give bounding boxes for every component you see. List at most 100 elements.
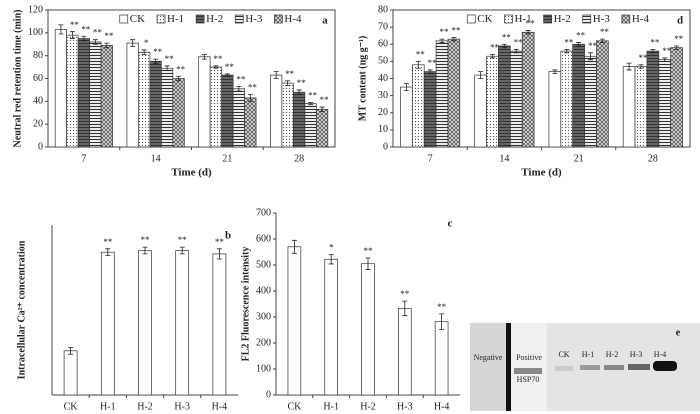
error-bar <box>501 43 507 49</box>
y-tick-label: 0 <box>383 141 388 152</box>
error-bar <box>662 57 668 62</box>
legend-swatch <box>466 14 476 24</box>
significance: ** <box>93 28 103 38</box>
panel-letter: d <box>677 15 683 27</box>
panel-letter: b <box>225 230 231 242</box>
y-tick-label: 70 <box>378 21 388 32</box>
error-bar <box>319 106 325 113</box>
significance: ** <box>600 27 610 37</box>
bar <box>361 263 375 396</box>
bar <box>66 34 79 148</box>
error-bar <box>216 248 222 260</box>
significance: ** <box>320 95 330 105</box>
x-tick-label: 28 <box>294 153 304 164</box>
bar <box>622 66 636 148</box>
y-tick-label: 200 <box>256 337 271 348</box>
bar <box>434 321 449 396</box>
blot-label: Positive <box>516 353 542 362</box>
x-tick-label: 14 <box>151 153 161 164</box>
bar <box>498 45 511 148</box>
bar <box>521 31 535 148</box>
bar <box>209 66 222 148</box>
x-tick-label: H-4 <box>434 401 450 412</box>
y-tick-label: 40 <box>378 73 388 84</box>
x-tick-label: CK <box>287 401 302 412</box>
error-bar <box>92 39 98 45</box>
error-bar <box>179 246 185 255</box>
error-bar <box>478 71 484 79</box>
significance: ** <box>364 246 374 256</box>
error-bar <box>291 239 297 254</box>
bar <box>400 86 413 148</box>
significance: ** <box>400 289 410 299</box>
significance: ** <box>297 78 307 88</box>
error-bar <box>104 42 110 49</box>
y-tick-label: 40 <box>33 96 43 107</box>
bar <box>509 50 523 148</box>
significance: ** <box>165 54 175 64</box>
bar <box>646 50 660 148</box>
error-bar <box>599 38 605 43</box>
significance: ** <box>526 19 536 29</box>
y-tick-label: 0 <box>266 389 271 400</box>
error-bar <box>213 65 219 69</box>
bar <box>423 71 437 148</box>
significance: ** <box>588 41 598 51</box>
significance: ** <box>650 37 660 47</box>
significance: ** <box>564 37 574 47</box>
bar <box>293 91 306 148</box>
bar <box>149 61 162 148</box>
bar <box>324 258 338 396</box>
y-tick-label: 20 <box>378 107 388 118</box>
error-bar <box>588 52 594 61</box>
bar <box>486 55 499 148</box>
significance: ** <box>70 20 80 30</box>
y-tick-label: 10 <box>378 124 388 135</box>
significance: ** <box>440 27 450 37</box>
legend-label: H-1 <box>515 13 532 25</box>
legend-label: H-2 <box>206 13 223 25</box>
significance: ** <box>308 91 318 101</box>
x-tick-label: H-1 <box>323 401 339 412</box>
bar <box>670 47 683 148</box>
bar <box>77 38 90 148</box>
legend-label: CK <box>130 13 145 25</box>
legend-swatch <box>156 14 166 24</box>
y-tick-label: 120 <box>28 4 43 15</box>
bar <box>572 43 585 148</box>
blot-lane-label: H-1 <box>582 350 594 359</box>
blot-positive-lane <box>511 323 547 411</box>
bar <box>474 74 487 148</box>
bar <box>435 40 449 148</box>
blot-negative-lane <box>470 323 506 411</box>
error-bar <box>451 37 457 42</box>
significance: ** <box>416 49 426 59</box>
bar <box>281 82 294 148</box>
bar <box>126 42 139 148</box>
legend-swatch <box>621 14 631 24</box>
y-axis-title: MT content (ng g⁻¹) <box>357 36 368 122</box>
significance: ** <box>490 43 500 53</box>
error-bar <box>638 64 644 69</box>
significance: ** <box>674 34 684 44</box>
blot-lane-label: H-2 <box>606 350 618 359</box>
blot-band <box>555 366 573 371</box>
significance: ** <box>428 58 438 68</box>
error-bar <box>58 24 64 35</box>
error-bar <box>513 48 519 54</box>
x-tick-label: 28 <box>648 153 658 164</box>
y-tick-label: 0 <box>38 141 43 152</box>
error-bar <box>403 83 409 91</box>
bar <box>138 250 152 396</box>
error-bar <box>552 69 558 74</box>
error-bar <box>153 58 159 65</box>
significance: ** <box>213 54 223 64</box>
error-bar <box>141 49 147 55</box>
error-bar <box>273 71 279 79</box>
bar <box>548 71 562 148</box>
error-bar <box>285 80 291 86</box>
y-tick-label: 60 <box>378 39 388 50</box>
bar <box>287 246 302 396</box>
bar <box>212 253 227 396</box>
